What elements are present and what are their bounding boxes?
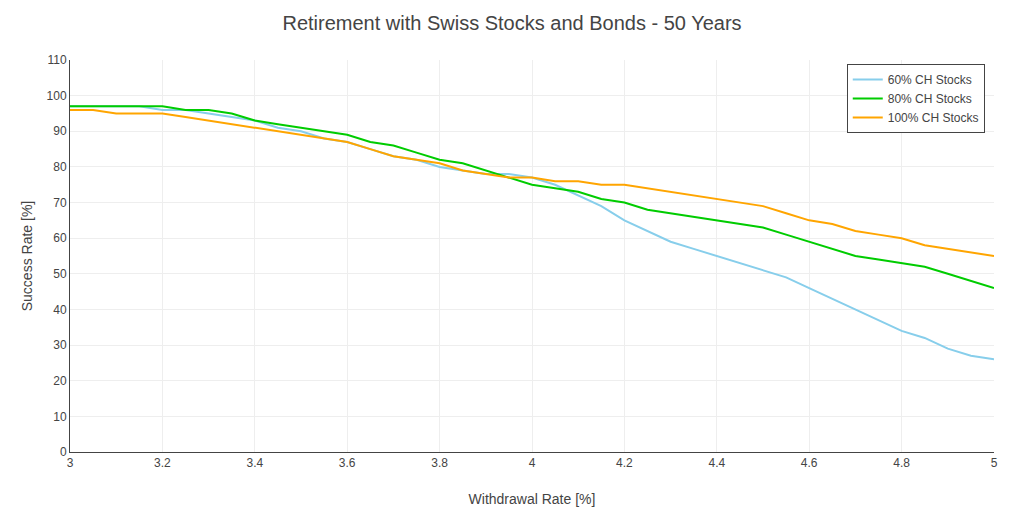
svg-text:10: 10 [53,410,67,424]
svg-text:3.2: 3.2 [154,456,171,470]
svg-text:3.8: 3.8 [431,456,448,470]
svg-text:40: 40 [53,303,67,317]
svg-text:4.8: 4.8 [893,456,910,470]
svg-text:Success Rate [%]: Success Rate [%] [19,201,35,312]
svg-text:0: 0 [60,445,67,459]
svg-text:Retirement with Swiss Stocks a: Retirement with Swiss Stocks and Bonds -… [282,12,741,34]
svg-text:Withdrawal Rate [%]: Withdrawal Rate [%] [469,491,596,507]
svg-text:90: 90 [53,124,67,138]
svg-text:4: 4 [529,456,536,470]
svg-text:80% CH Stocks: 80% CH Stocks [888,92,972,106]
svg-text:30: 30 [53,338,67,352]
svg-text:4.2: 4.2 [616,456,633,470]
svg-text:3.4: 3.4 [246,456,263,470]
svg-text:100% CH Stocks: 100% CH Stocks [888,111,979,125]
svg-text:20: 20 [53,374,67,388]
svg-text:100: 100 [47,89,67,103]
svg-text:60: 60 [53,231,67,245]
svg-text:3.6: 3.6 [339,456,356,470]
svg-text:60% CH Stocks: 60% CH Stocks [888,73,972,87]
svg-text:3: 3 [67,456,74,470]
svg-text:110: 110 [47,53,66,67]
svg-text:70: 70 [53,196,67,210]
svg-text:4.4: 4.4 [708,456,725,470]
svg-text:4.6: 4.6 [801,456,818,470]
svg-text:80: 80 [53,160,67,174]
svg-text:50: 50 [53,267,67,281]
svg-text:5: 5 [991,456,998,470]
